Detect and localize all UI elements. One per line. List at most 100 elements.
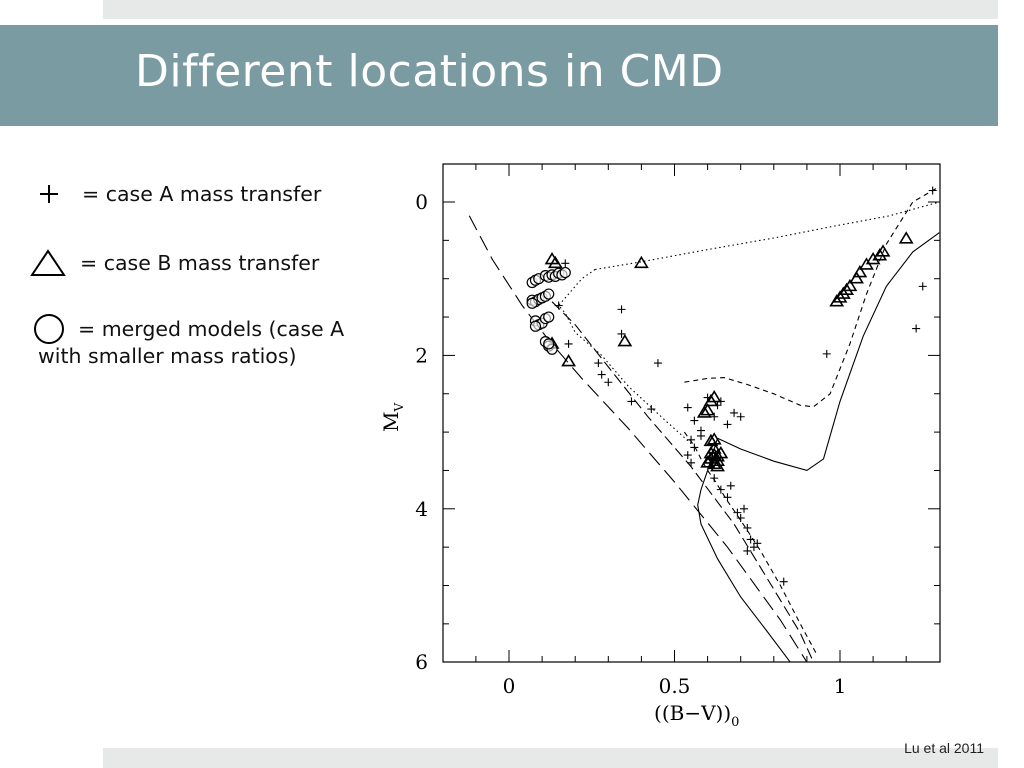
legend-merged-label: = merged models (case A (78, 317, 345, 341)
track-curve-dotted (595, 201, 940, 271)
triangle-marker-icon (30, 249, 66, 276)
plus-marker (683, 451, 692, 460)
triangle-marker (710, 459, 725, 472)
plus-marker (749, 543, 758, 552)
circle-marker-icon (34, 314, 64, 344)
plus-marker (687, 435, 696, 444)
triangle-marker (872, 248, 888, 261)
y-axis-label-sub: V (392, 403, 406, 413)
circle-marker (559, 266, 571, 279)
triangle-marker (547, 255, 563, 269)
citation: Lu et al 2011 (904, 740, 984, 756)
x-tick-label: 1 (834, 674, 847, 698)
bottom-strip (103, 748, 998, 768)
triangle-marker (832, 290, 848, 303)
plus-marker (683, 403, 692, 412)
y-tick-label: 2 (415, 343, 428, 367)
top-strip (103, 0, 998, 19)
triangle-marker (696, 405, 712, 418)
plus-marker (710, 412, 719, 421)
circle-marker (543, 288, 555, 300)
plus-marker (564, 339, 573, 348)
y-axis-label: MV (379, 403, 406, 432)
slide-title: Different locations in CMD (135, 46, 724, 97)
plus-marker (730, 408, 739, 417)
x-tick-label: 0.5 (659, 674, 691, 698)
plus-marker (604, 378, 613, 387)
plus-marker (653, 359, 662, 368)
plus-marker (779, 577, 788, 586)
plot-frame (442, 163, 941, 663)
circle-marker (543, 338, 555, 350)
circle-marker (529, 320, 542, 332)
track-curve-dotted (557, 269, 692, 445)
triangle-marker (700, 455, 716, 468)
legend-case-a: = case A mass transfer (38, 182, 321, 206)
triangle-marker (633, 255, 649, 269)
plus-marker (554, 301, 563, 310)
circle-marker (526, 297, 538, 309)
track-curve-solid (697, 438, 791, 663)
triangle-marker (703, 433, 719, 447)
legend-case-b: = case B mass transfer (30, 249, 319, 277)
track-curve-short-dash (684, 186, 940, 408)
plus-marker (594, 359, 603, 368)
title-bar (0, 25, 998, 126)
y-tick-label: 0 (415, 190, 428, 214)
plus-marker (733, 508, 742, 517)
triangle-marker (829, 294, 845, 307)
legend-merged-label-cont: with smaller mass ratios) (38, 344, 297, 368)
plus-marker (687, 458, 696, 467)
plus-marker (696, 431, 705, 440)
triangle-marker (706, 390, 722, 403)
track-curve-medium-dash (551, 301, 815, 663)
y-tick-label: 6 (415, 650, 428, 674)
triangle-marker (835, 286, 851, 299)
plus-marker (746, 535, 755, 544)
triangle-marker (561, 353, 576, 367)
plus-marker (723, 493, 732, 502)
plus-marker (753, 539, 762, 548)
plus-marker (690, 443, 699, 452)
triangle-marker (849, 271, 864, 284)
plus-marker (918, 282, 927, 291)
legend-case-b-label: = case B mass transfer (80, 251, 320, 275)
plus-marker (743, 523, 752, 532)
triangle-marker (865, 251, 881, 265)
plus-marker (822, 349, 831, 358)
triangle-marker (852, 265, 868, 278)
plus-marker (723, 420, 732, 429)
plus-marker (736, 412, 745, 421)
plus-marker (928, 186, 937, 195)
triangle-marker (700, 403, 716, 416)
plus-marker (690, 416, 699, 425)
x-tick-label: 0 (503, 674, 516, 698)
plus-marker (597, 370, 606, 379)
plus-marker (740, 504, 749, 513)
triangle-marker (875, 244, 891, 257)
legend-case-a-label: = case A mass transfer (82, 182, 322, 206)
x-axis-label-sub: 0 (731, 715, 739, 730)
legend-merged: = merged models (case A (32, 312, 344, 346)
plus-marker (627, 397, 636, 406)
plus-marker (736, 514, 745, 523)
circle-marker (543, 311, 555, 323)
triangle-marker (617, 334, 633, 347)
triangle-marker (898, 231, 914, 244)
triangle-marker (713, 446, 729, 459)
plus-marker-icon (40, 185, 58, 203)
triangle-marker (703, 446, 719, 459)
plus-marker (617, 305, 626, 314)
plus-marker (561, 259, 570, 268)
triangle-marker (839, 282, 855, 296)
track-curve-solid (717, 232, 940, 471)
triangle-marker (842, 278, 858, 292)
triangle-marker (703, 393, 719, 407)
plus-marker (743, 546, 752, 555)
plus-marker (716, 485, 725, 494)
plus-marker (726, 481, 735, 490)
plus-marker (617, 329, 626, 338)
plus-marker (710, 474, 719, 483)
track-curve-long-dash (468, 215, 808, 663)
